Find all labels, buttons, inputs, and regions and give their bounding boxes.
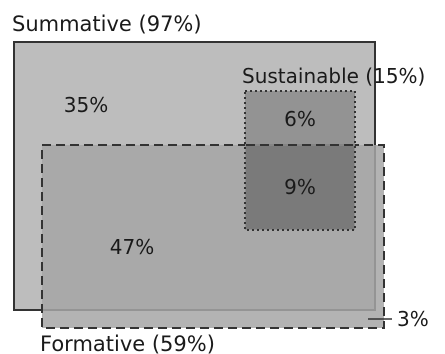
- summative-sustainable-value: 6%: [284, 107, 316, 131]
- all-three-value: 9%: [284, 175, 316, 199]
- summative-formative-value: 47%: [110, 235, 154, 259]
- sustainable-label: Sustainable (15%): [242, 64, 425, 88]
- summative-label: Summative (97%): [12, 12, 202, 36]
- formative-only-value: 3%: [397, 307, 429, 331]
- formative-label: Formative (59%): [40, 332, 215, 354]
- sustainable-formative-overlap: [246, 146, 354, 229]
- summative-only-value: 35%: [64, 93, 108, 117]
